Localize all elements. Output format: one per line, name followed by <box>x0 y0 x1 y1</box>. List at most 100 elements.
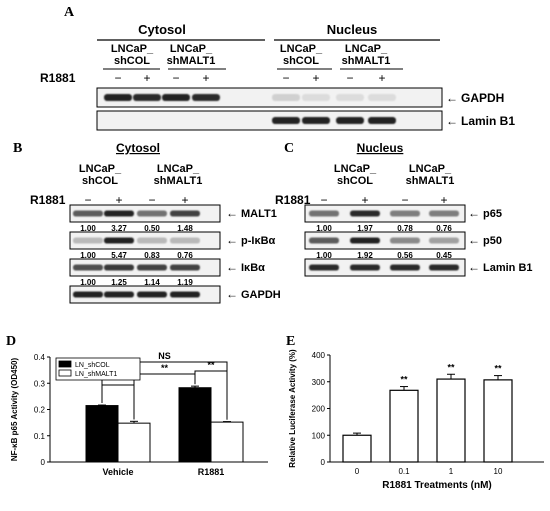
treatment-sign: + <box>181 193 188 207</box>
blot-arrow: ← <box>226 233 238 247</box>
treatment-label-a: R1881 <box>40 71 76 85</box>
blot-c-1-strip <box>304 204 466 223</box>
blot-b-3-band-4 <box>170 264 200 271</box>
significance-marker: ** <box>207 360 215 370</box>
blot-a-1-band-8 <box>368 94 396 101</box>
blot-c-2-strip <box>304 231 466 250</box>
blot-c-1-band-1 <box>309 210 339 217</box>
treatment-sign: − <box>172 71 179 85</box>
blot-a-1-strip <box>96 87 443 108</box>
densitometry-value: 0.76 <box>436 224 452 233</box>
densitometry-value: 0.50 <box>144 224 160 233</box>
blot-a-2-band-8 <box>368 117 396 124</box>
treatment-label-b: R1881 <box>30 193 66 207</box>
blot-arrow: ← <box>468 260 480 274</box>
legend-label: LN_shMALT1 <box>75 371 117 378</box>
blot-c-3-strip <box>304 258 466 277</box>
cell-line-name: LNCaP_ <box>157 163 200 175</box>
significance-marker: ** <box>494 364 502 374</box>
blot-a-1-band-7 <box>336 94 364 101</box>
densitometry-value: 1.00 <box>80 278 96 287</box>
densitometry-value: 0.76 <box>177 251 193 260</box>
cell-line-variant: shMALT1 <box>342 55 391 67</box>
densitometry-value: 1.00 <box>80 251 96 260</box>
blot-b-3-band-2 <box>104 264 134 271</box>
cell-line-name: LNCaP_ <box>334 163 377 175</box>
treatment-sign: − <box>320 193 327 207</box>
blot-b-1-band-4 <box>170 210 200 217</box>
legend-swatch <box>58 369 72 377</box>
legend-box <box>55 357 141 381</box>
bar-10nM <box>483 379 513 463</box>
blot-label: Lamin B1 <box>483 262 533 274</box>
significance-bracket <box>133 373 196 420</box>
blot-b-3-band-3 <box>137 264 167 271</box>
blot-b-3-band-1 <box>73 264 103 271</box>
blot-c-3-band-2 <box>350 264 380 271</box>
blot-b-4-band-1 <box>73 291 103 298</box>
y-tick-label: 0 <box>41 458 46 467</box>
densitometry-value: 1.00 <box>80 224 96 233</box>
treatment-sign: + <box>115 193 122 207</box>
blot-arrow: ← <box>226 206 238 220</box>
y-tick-label: 0.4 <box>34 353 46 362</box>
blot-b-2-band-2 <box>104 237 134 244</box>
cell-line-variant: shCOL <box>337 175 373 187</box>
cell-line-name: LNCaP_ <box>170 43 213 55</box>
densitometry-value: 1.19 <box>177 278 193 287</box>
blot-c-3-band-4 <box>429 264 459 271</box>
blot-label: IκBα <box>241 262 265 274</box>
cell-line-variant: shCOL <box>82 175 118 187</box>
blot-c-2-band-3 <box>390 237 420 244</box>
blot-c-2-band-2 <box>350 237 380 244</box>
significance-marker: ** <box>161 363 169 373</box>
bar-0nM <box>342 434 372 463</box>
x-tick-label: R1881 <box>198 467 225 477</box>
panel-letter-a: A <box>64 5 75 20</box>
treatment-label-c: R1881 <box>275 193 311 207</box>
densitometry-value: 1.97 <box>357 224 373 233</box>
treatment-sign: + <box>361 193 368 207</box>
legend-label: LN_shCOL <box>75 362 110 369</box>
blot-b-4-band-2 <box>104 291 134 298</box>
cell-line-name: LNCaP_ <box>111 43 154 55</box>
y-tick-label: 0 <box>321 458 326 467</box>
bar-LN_shCOL-R1881 <box>178 387 212 463</box>
panel-letter-d: D <box>6 334 16 349</box>
x-axis-label: R1881 Treatments (nM) <box>382 480 491 491</box>
blot-c-2-band-4 <box>429 237 459 244</box>
blot-a-2-strip <box>96 110 443 131</box>
blot-label: p65 <box>483 208 502 220</box>
y-tick-label: 0.1 <box>34 432 46 441</box>
blot-label: p-IκBα <box>241 235 276 247</box>
blot-b-2-band-1 <box>73 237 103 244</box>
densitometry-value: 1.25 <box>111 278 127 287</box>
blot-label: MALT1 <box>241 208 277 220</box>
densitometry-value: 3.27 <box>111 224 127 233</box>
y-tick-label: 0.2 <box>34 406 46 415</box>
bar-0.1nM <box>389 389 419 463</box>
cell-line-variant: shCOL <box>114 55 150 67</box>
densitometry-value: 1.14 <box>144 278 160 287</box>
y-axis-label: NF-κB p65 Activity (OD450) <box>10 358 19 462</box>
blot-c-2-band-1 <box>309 237 339 244</box>
bar-LN_shMALT1-Vehicle <box>117 422 151 463</box>
blot-b-2-band-3 <box>137 237 167 244</box>
densitometry-value: 1.92 <box>357 251 373 260</box>
blot-label: p50 <box>483 235 502 247</box>
x-tick-label: 1 <box>449 467 454 476</box>
chart-d: 0 0.1 0.2 0.3 0.4 NF-κB p65 Activity (OD450) V… <box>10 351 268 477</box>
treatment-sign: + <box>202 71 209 85</box>
blot-arrow: ← <box>226 260 238 274</box>
blot-a-2-band-6 <box>302 117 330 124</box>
cell-line-name: LNCaP_ <box>280 43 323 55</box>
x-tick-label: 0 <box>355 467 360 476</box>
blot-a-1-band-5 <box>272 94 300 101</box>
panel-a: A Cytosol Nucleus LNCaP_shCOLLNCaP_shMAL… <box>40 5 515 131</box>
significance-bracket <box>101 361 228 420</box>
blot-label: Lamin B1 <box>461 114 515 128</box>
cell-line-variant: shMALT1 <box>406 175 455 187</box>
panel-letter-c: C <box>284 141 294 156</box>
